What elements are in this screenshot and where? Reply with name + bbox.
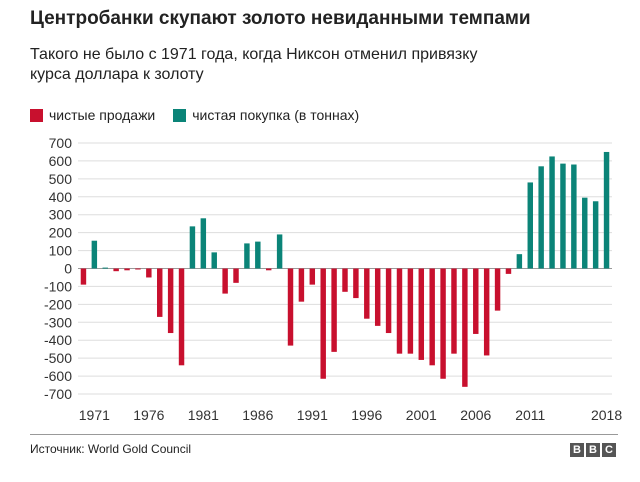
bar [440, 268, 446, 379]
y-tick-label: -400 [44, 332, 72, 348]
y-tick-label: 300 [49, 207, 73, 223]
bar [473, 268, 479, 334]
bar [571, 164, 577, 269]
bar [353, 268, 359, 299]
bar [222, 268, 228, 294]
y-tick-label: 100 [49, 243, 73, 259]
y-tick-label: -600 [44, 368, 72, 384]
bar [113, 268, 119, 272]
x-tick-label: 2011 [515, 407, 545, 423]
bar [527, 182, 533, 269]
bar [124, 268, 130, 271]
bar [407, 268, 414, 354]
bar [178, 268, 185, 366]
bar [483, 268, 490, 356]
bbc-logo-letter: B [586, 443, 600, 457]
bar [200, 218, 207, 269]
y-tick-label: 200 [49, 225, 73, 241]
bar [505, 268, 512, 274]
bar [396, 268, 403, 354]
bar [287, 268, 294, 346]
bar [233, 268, 239, 283]
x-tick-label: 1981 [188, 407, 219, 423]
bar [494, 268, 501, 311]
bar [189, 226, 196, 269]
bar [451, 268, 457, 354]
legend-swatch-sales [30, 108, 43, 122]
footer-divider [30, 434, 618, 435]
legend-item-sales: чистые продажи [30, 107, 155, 123]
bar [374, 268, 381, 326]
chart-subtitle: Такого не было с 1971 года, когда Никсон… [30, 46, 478, 83]
bar [592, 201, 599, 269]
bar [91, 240, 98, 269]
legend: чистые продажи чистая покупка (в тоннах) [30, 107, 377, 123]
y-tick-label: -300 [44, 314, 72, 330]
bar [342, 268, 348, 292]
y-tick-label: 500 [49, 171, 73, 187]
legend-swatch-purchase [173, 108, 187, 122]
x-tick-label: 2006 [460, 407, 491, 423]
bar [516, 254, 523, 269]
bar [80, 268, 87, 285]
bar [276, 234, 283, 269]
x-tick-label: 1976 [133, 407, 164, 423]
legend-item-purchase: чистая покупка (в тоннах) [173, 107, 359, 123]
source-note: Источник: World Gold Council [30, 442, 192, 456]
legend-label-purchase: чистая покупка (в тоннах) [192, 107, 360, 123]
x-tick-label: 1986 [242, 407, 273, 423]
x-tick-label: 1991 [297, 407, 328, 423]
bar [538, 166, 544, 269]
bar [309, 268, 316, 285]
bar [157, 268, 163, 317]
bar [167, 268, 174, 334]
x-tick-label: 2001 [406, 407, 437, 423]
bar [418, 268, 425, 360]
bar [298, 268, 305, 302]
bar [320, 268, 326, 379]
bar [211, 252, 217, 269]
bbc-logo: B B C [568, 443, 616, 457]
x-tick-label: 1971 [79, 407, 110, 423]
bar [549, 156, 555, 269]
bar [244, 243, 250, 269]
bar [429, 268, 435, 366]
bar [385, 268, 392, 334]
y-tick-label: 700 [49, 135, 73, 151]
bar [265, 268, 272, 271]
bar [582, 197, 588, 269]
bar [364, 268, 370, 319]
x-tick-label: 2018 [591, 407, 622, 423]
y-tick-label: 0 [64, 261, 72, 277]
y-tick-label: -100 [44, 278, 72, 294]
bbc-logo-letter: B [570, 443, 584, 457]
chart-title: Центробанки скупают золото невиданными т… [30, 8, 531, 29]
bar [146, 268, 152, 278]
y-tick-label: -200 [44, 296, 72, 312]
y-tick-label: 600 [49, 153, 73, 169]
y-tick-label: -700 [44, 386, 72, 402]
bar [462, 268, 468, 387]
bar [135, 268, 141, 270]
y-tick-label: -500 [44, 350, 72, 366]
bar [331, 268, 337, 352]
bar [603, 151, 610, 269]
bbc-logo-letter: C [602, 443, 616, 457]
y-tick-label: 400 [49, 189, 73, 205]
legend-label-sales: чистые продажи [49, 107, 156, 123]
bar [102, 267, 108, 269]
x-tick-label: 1996 [351, 407, 382, 423]
bar [560, 163, 566, 269]
bar [255, 241, 261, 269]
